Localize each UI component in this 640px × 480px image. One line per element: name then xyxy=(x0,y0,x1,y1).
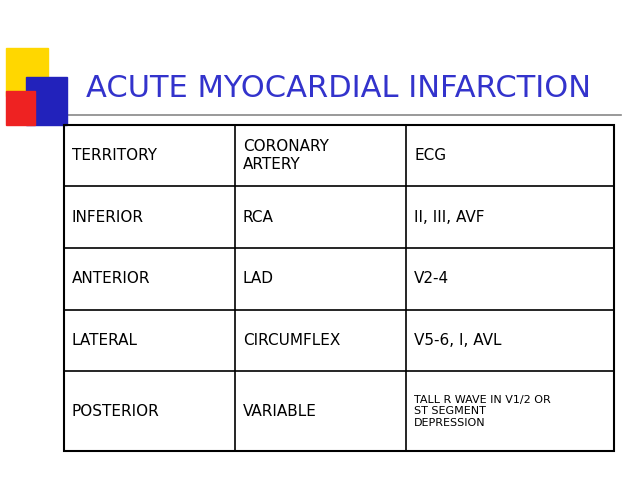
Text: INFERIOR: INFERIOR xyxy=(72,210,144,225)
Text: TALL R WAVE IN V1/2 OR
ST SEGMENT
DEPRESSION: TALL R WAVE IN V1/2 OR ST SEGMENT DEPRES… xyxy=(414,395,551,428)
Text: VARIABLE: VARIABLE xyxy=(243,404,317,419)
Text: CORONARY
ARTERY: CORONARY ARTERY xyxy=(243,139,329,172)
Text: II, III, AVF: II, III, AVF xyxy=(414,210,484,225)
Text: V2-4: V2-4 xyxy=(414,271,449,286)
Text: LAD: LAD xyxy=(243,271,274,286)
Text: RCA: RCA xyxy=(243,210,274,225)
Text: CIRCUMFLEX: CIRCUMFLEX xyxy=(243,333,340,348)
Text: LATERAL: LATERAL xyxy=(72,333,138,348)
Text: POSTERIOR: POSTERIOR xyxy=(72,404,159,419)
Text: ANTERIOR: ANTERIOR xyxy=(72,271,150,286)
Text: TERRITORY: TERRITORY xyxy=(72,148,157,163)
Text: V5-6, I, AVL: V5-6, I, AVL xyxy=(414,333,502,348)
Text: ECG: ECG xyxy=(414,148,446,163)
Text: ACUTE MYOCARDIAL INFARCTION: ACUTE MYOCARDIAL INFARCTION xyxy=(86,74,591,103)
